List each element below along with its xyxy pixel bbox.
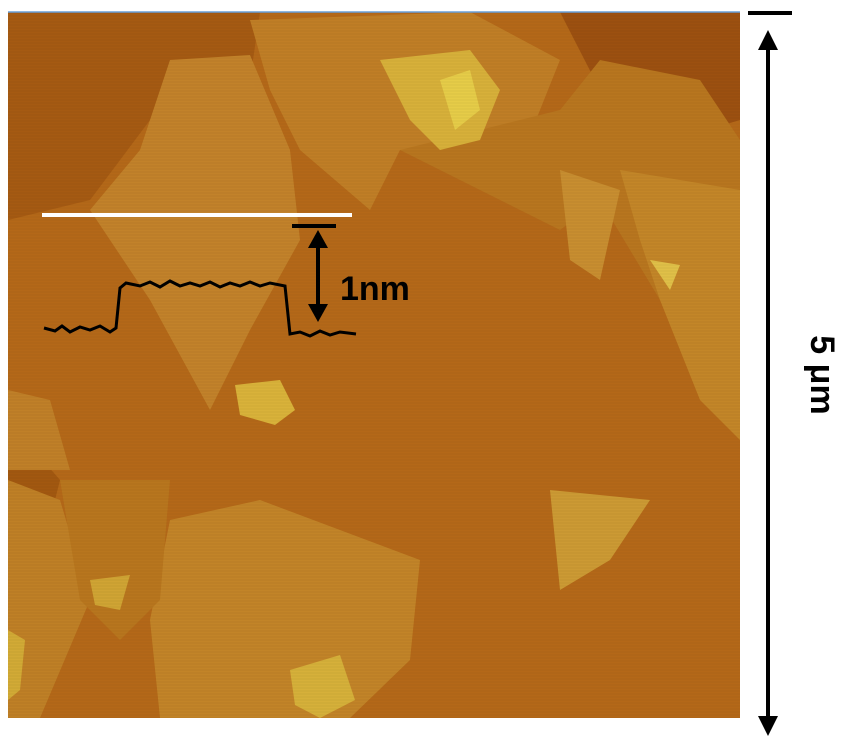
height-label: 1nm xyxy=(340,270,410,308)
afm-figure: 1nm 5 μm xyxy=(0,0,841,745)
length-scale-bar xyxy=(748,13,792,736)
afm-image xyxy=(8,12,740,718)
page: {"labels": {"height": "1nm", "scale": "5… xyxy=(0,0,841,745)
length-label: 5 μm xyxy=(803,335,841,414)
